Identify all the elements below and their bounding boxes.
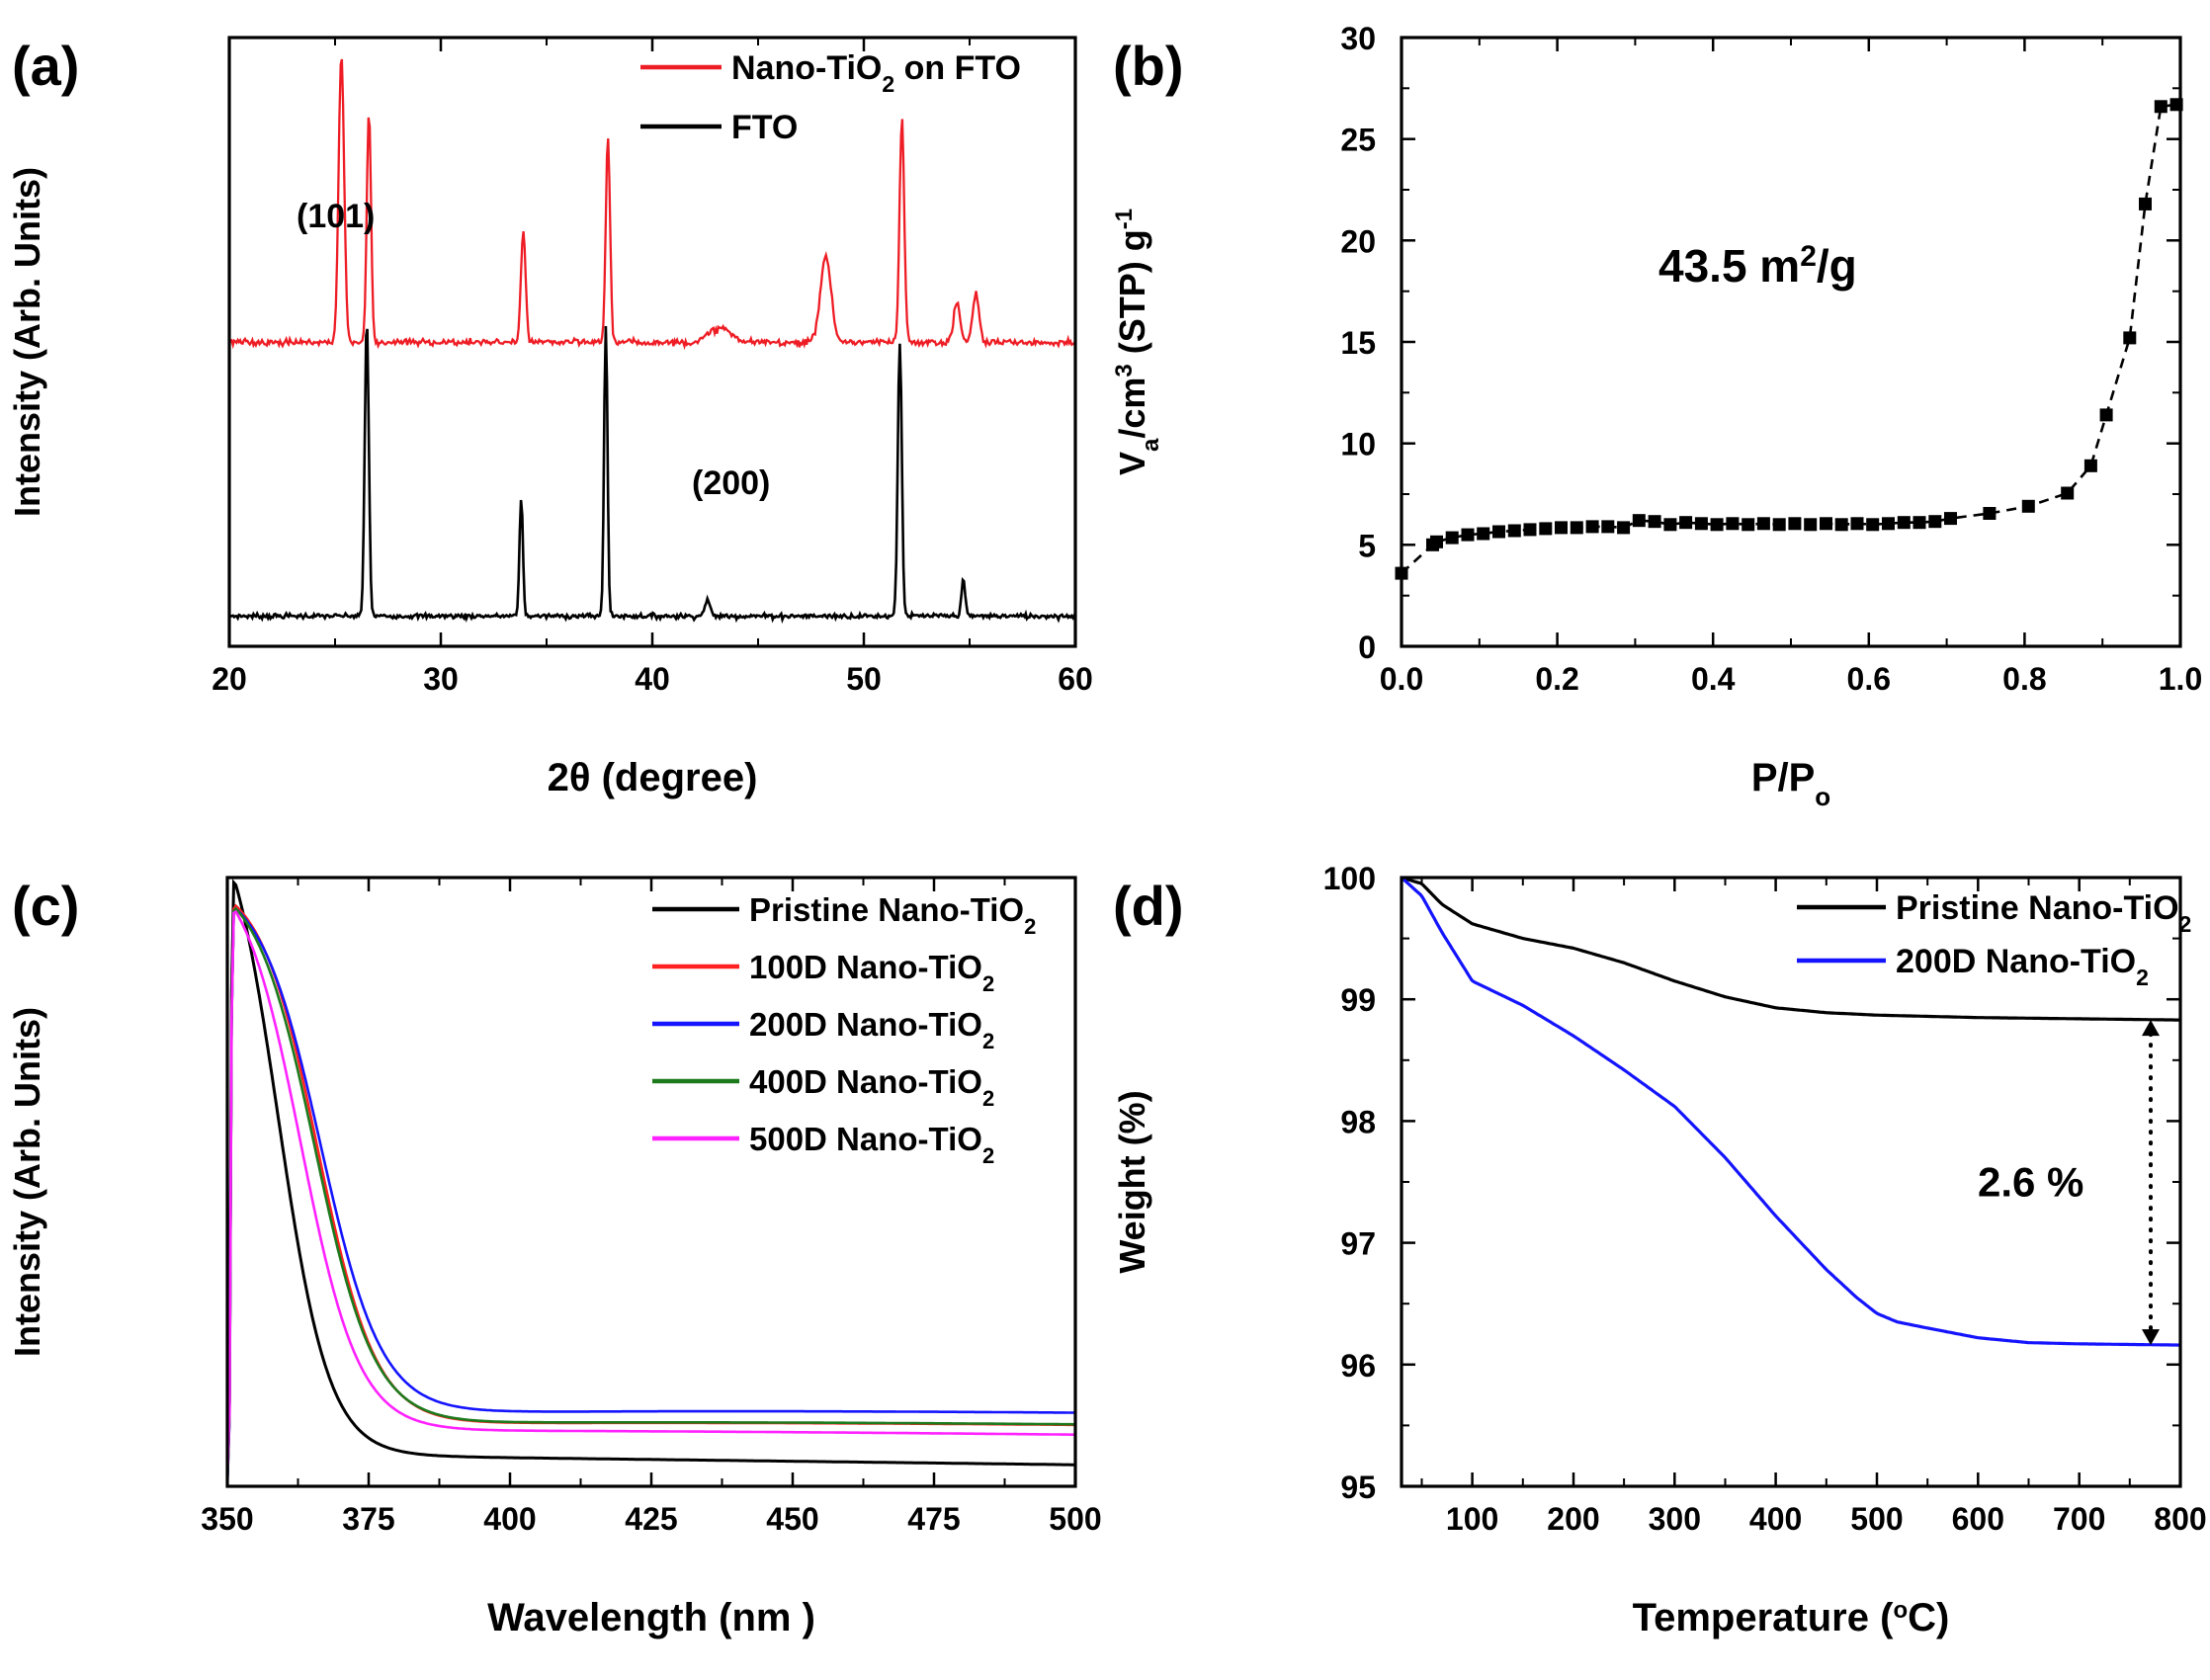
svg-text:500: 500 [1049,1501,1101,1537]
svg-text:800: 800 [2154,1501,2206,1537]
svg-text:98: 98 [1340,1104,1376,1139]
svg-text:1.0: 1.0 [2159,661,2202,697]
svg-text:(b): (b) [1113,35,1184,97]
svg-text:400: 400 [1749,1501,1802,1537]
svg-text:20: 20 [1340,223,1376,259]
svg-text:450: 450 [766,1501,818,1537]
svg-text:15: 15 [1340,325,1376,361]
svg-text:400: 400 [483,1501,536,1537]
svg-text:(200): (200) [692,464,770,502]
svg-text:96: 96 [1340,1348,1376,1384]
svg-text:Wavelength (nm ): Wavelength (nm ) [487,1596,815,1639]
svg-text:30: 30 [423,661,459,697]
svg-text:700: 700 [2053,1501,2105,1537]
svg-text:350: 350 [201,1501,253,1537]
svg-text:Intensity (Arb. Units): Intensity (Arb. Units) [7,1007,47,1357]
svg-text:0.6: 0.6 [1847,661,1891,697]
svg-text:0.2: 0.2 [1535,661,1578,697]
svg-text:425: 425 [625,1501,677,1537]
svg-text:0.8: 0.8 [2002,661,2046,697]
svg-text:(101): (101) [297,198,375,235]
svg-text:20: 20 [212,661,247,697]
svg-text:475: 475 [907,1501,960,1537]
svg-text:10: 10 [1340,427,1376,462]
svg-text:25: 25 [1340,123,1376,158]
svg-text:FTO: FTO [731,109,798,146]
svg-text:(d): (d) [1113,875,1184,937]
svg-text:0: 0 [1358,630,1376,665]
svg-text:500: 500 [1850,1501,1903,1537]
svg-text:375: 375 [342,1501,394,1537]
svg-text:40: 40 [635,661,670,697]
svg-text:50: 50 [846,661,882,697]
svg-text:100: 100 [1323,861,1376,896]
svg-text:5: 5 [1358,528,1376,563]
svg-text:0.4: 0.4 [1691,661,1736,697]
svg-text:43.5 m2/g: 43.5 m2/g [1658,240,1857,293]
svg-text:0.0: 0.0 [1380,661,1423,697]
svg-text:30: 30 [1340,21,1376,56]
svg-text:Weight (%): Weight (%) [1112,1090,1152,1273]
svg-text:60: 60 [1058,661,1093,697]
svg-text:95: 95 [1340,1470,1376,1505]
svg-text:Intensity (Arb. Units): Intensity (Arb. Units) [7,167,47,517]
svg-text:300: 300 [1649,1501,1701,1537]
svg-text:2θ (degree): 2θ (degree) [548,756,758,799]
svg-text:99: 99 [1340,982,1376,1018]
svg-text:200: 200 [1547,1501,1599,1537]
svg-text:100: 100 [1446,1501,1498,1537]
svg-text:(c): (c) [12,875,79,937]
svg-text:2.6 %: 2.6 % [1978,1159,2083,1206]
svg-text:97: 97 [1340,1226,1376,1262]
svg-text:600: 600 [1952,1501,2004,1537]
svg-text:(a): (a) [12,35,79,97]
